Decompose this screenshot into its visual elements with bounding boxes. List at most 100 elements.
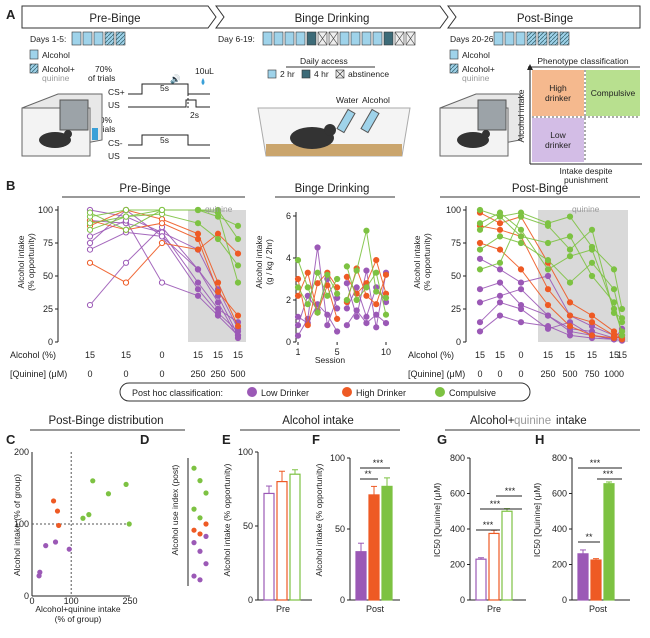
data-point-low <box>86 239 94 247</box>
data-point-low <box>86 301 94 309</box>
series-line-comp <box>89 209 239 240</box>
legend-low-dot <box>247 387 257 397</box>
data-point-high <box>214 230 222 237</box>
data-point-comp <box>123 481 129 487</box>
x-tick-label: 1 <box>295 347 300 357</box>
data-point-low <box>496 312 504 319</box>
h-sig-3: ** <box>585 532 593 542</box>
data-point-low <box>496 292 504 299</box>
cs-plus-duration: 5s <box>160 83 169 93</box>
data-point-high <box>194 246 202 253</box>
b-post-row-quinine: [Quinine] (μM) <box>408 369 465 379</box>
data-point-high <box>294 275 302 283</box>
b-pre-ylabel-1: Alcohol intake <box>16 235 26 288</box>
data-point-low <box>37 569 43 575</box>
phase-title-post: Post-Binge <box>517 13 573 25</box>
data-point-low <box>353 284 360 291</box>
data-point-comp <box>588 259 596 266</box>
data-point-high <box>343 273 350 280</box>
schedule-day <box>284 31 295 46</box>
b-pre-ylabel-2: (% opportunity) <box>26 233 36 291</box>
us-trace-plus <box>128 99 210 108</box>
data-point-low <box>314 244 321 251</box>
data-point-high <box>544 301 552 309</box>
data-point-comp <box>566 253 574 260</box>
panel-label-a: A <box>6 7 16 22</box>
data-point-comp <box>476 246 484 253</box>
y-tick-label: 200 <box>14 447 29 457</box>
e-xlabel: Pre <box>276 604 290 614</box>
legend-alcohol-quinine-swatch <box>29 63 39 74</box>
home-cage <box>257 107 411 157</box>
d-ylabel: Alcohol use index (post) <box>170 464 180 555</box>
abstinence-cross <box>394 31 405 46</box>
pheno-comp: Compulsive <box>591 88 636 98</box>
data-point-comp <box>363 284 370 291</box>
us-delay: 2s <box>190 110 199 120</box>
e-ylabel: Alcohol intake (% opportunity) <box>222 463 232 576</box>
data-point-low <box>363 320 370 327</box>
f-sig-2: ** <box>364 469 372 479</box>
phase-title-pre: Pre-Binge <box>89 13 140 25</box>
alcohol-bottle-label: Alcohol <box>362 95 390 105</box>
x-tick-quinine: 750 <box>584 369 599 379</box>
data-point-low <box>544 272 552 280</box>
x-tick-quinine: 500 <box>562 369 577 379</box>
y-tick-label: 25 <box>43 304 53 314</box>
series-line-high <box>479 225 623 340</box>
c-xlabel-2: (% of group) <box>55 614 102 624</box>
data-point-low <box>191 573 197 579</box>
data-point-comp <box>382 294 390 301</box>
y-tick-label: 50 <box>335 524 345 534</box>
schedule-day <box>93 31 104 46</box>
schedule-day <box>361 31 372 46</box>
schedule-day <box>515 31 526 46</box>
pheno-low-1: Low <box>550 130 566 140</box>
data-point-comp <box>566 246 574 253</box>
data-point-comp <box>618 332 626 339</box>
h-sig-1: *** <box>590 458 601 468</box>
acc-abst-cross <box>335 69 345 79</box>
panel-gh: Alcohol+ quinine intake G H IC50 [Quinin… <box>432 415 640 614</box>
data-point-comp <box>334 275 341 283</box>
data-point-low <box>496 299 504 306</box>
data-point-comp <box>214 206 222 214</box>
y-tick-label: 100 <box>446 205 461 215</box>
y-tick-label: 75 <box>43 238 53 248</box>
data-point-comp <box>363 227 370 234</box>
data-point-comp <box>544 239 552 247</box>
bar-comp <box>603 483 615 601</box>
data-point-high <box>610 334 618 342</box>
pheno-xlabel-2: punishment <box>564 175 609 185</box>
y-tick-label: 600 <box>450 489 465 499</box>
data-point-low <box>294 322 302 329</box>
data-point-comp <box>517 233 525 240</box>
series-line-low <box>479 315 623 340</box>
legend-comp-dot <box>435 387 445 397</box>
c-xlabel-1: Alcohol+quinine intake <box>35 604 121 614</box>
data-point-low <box>343 322 350 329</box>
bar-low <box>475 558 487 601</box>
y-tick-label: 50 <box>451 271 461 281</box>
data-point-comp <box>476 226 484 233</box>
y-tick-label: 200 <box>450 560 465 570</box>
bar-comp <box>501 510 513 601</box>
data-point-low <box>66 546 72 552</box>
data-point-high <box>566 312 574 319</box>
data-point-high <box>234 250 242 257</box>
data-point-high <box>496 226 504 233</box>
data-point-high <box>54 508 61 514</box>
data-point-high <box>304 269 311 276</box>
operant-box-pre <box>21 93 103 157</box>
pheno-title: Phenotype classification <box>537 56 628 66</box>
pheno-yaxis-arrow <box>527 64 533 70</box>
data-point-low <box>334 305 341 312</box>
phase-title-binge: Binge Drinking <box>295 13 370 25</box>
data-point-comp <box>191 506 197 512</box>
data-point-high <box>610 328 618 335</box>
bar-high <box>488 532 500 601</box>
data-point-comp <box>544 222 552 229</box>
data-point-comp <box>122 213 130 220</box>
b-title-binge: Binge Drinking <box>295 183 370 195</box>
